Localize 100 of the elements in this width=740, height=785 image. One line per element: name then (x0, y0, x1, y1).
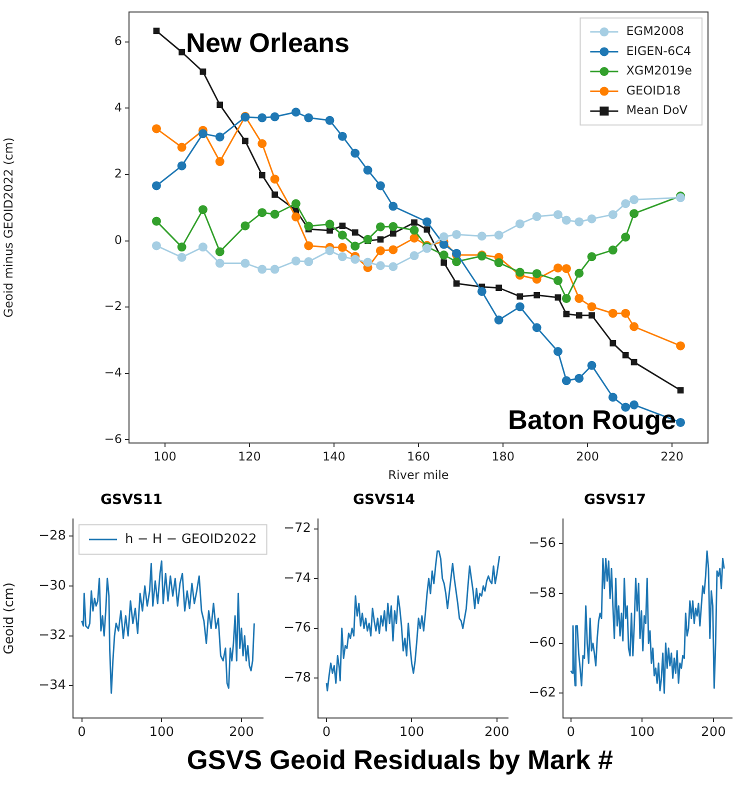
point (562, 376, 571, 386)
x-tick-label: 120 (238, 449, 261, 464)
point (152, 241, 161, 250)
x-tick-label: 200 (484, 725, 510, 740)
point (562, 294, 571, 303)
point (534, 292, 540, 298)
point (215, 132, 224, 142)
point (553, 210, 562, 220)
point (532, 269, 542, 278)
point (621, 308, 630, 318)
point (410, 234, 419, 243)
point (198, 129, 208, 138)
point (608, 246, 618, 255)
point (588, 312, 595, 319)
point (216, 102, 224, 108)
point (439, 240, 448, 249)
y-tick-label: −6 (104, 432, 122, 446)
y-tick-label: −72 (284, 521, 311, 536)
legend-label: EGM2008 (626, 24, 684, 38)
point (608, 392, 618, 402)
point (325, 116, 334, 125)
x-tick-label: 100 (399, 725, 424, 740)
point (291, 212, 300, 222)
x-tick-label: 0 (322, 725, 331, 740)
y-tick-label: −32 (38, 628, 66, 644)
point (339, 222, 346, 230)
point (388, 245, 398, 254)
x-tick-label: 100 (630, 725, 655, 740)
point (410, 226, 419, 235)
point (177, 161, 186, 170)
chart-title: GSVS17 (584, 492, 646, 508)
point (153, 28, 160, 34)
x-tick-label: 100 (153, 449, 176, 464)
point (410, 251, 419, 260)
x-tick-label: 220 (660, 449, 684, 464)
point (608, 210, 618, 220)
y-tick-label: −74 (284, 570, 311, 586)
point (532, 212, 542, 222)
point (152, 216, 161, 226)
point (610, 340, 616, 346)
y-tick-label: −2 (104, 299, 122, 314)
point (363, 258, 372, 267)
point (516, 293, 524, 300)
point (376, 222, 385, 232)
legend-label: h − H − GEOID2022 (125, 532, 257, 547)
point (440, 259, 448, 266)
point (563, 310, 570, 318)
point (562, 264, 571, 274)
x-tick-label: 200 (576, 449, 600, 464)
point (200, 68, 206, 75)
point (291, 199, 300, 208)
x-tick-label: 100 (149, 725, 174, 740)
point (325, 246, 334, 256)
point (494, 316, 504, 324)
point (630, 322, 639, 332)
x-tick-label: 160 (407, 449, 430, 464)
y-axis-title: Geoid minus GEOID2022 (cm) (1, 137, 16, 318)
y-tick-label: −30 (38, 578, 66, 594)
point (258, 139, 267, 148)
text: GSVS Geoid Residuals by Mark # (186, 745, 614, 776)
point (304, 113, 314, 122)
point (240, 221, 250, 230)
x-tick-label: 0 (566, 725, 575, 740)
point (496, 284, 502, 292)
point (215, 258, 224, 268)
y-tick-label: 4 (114, 100, 122, 114)
y-tick-label: −28 (38, 528, 66, 544)
chart-title: GSVS11 (100, 492, 162, 508)
y-tick-label: −76 (284, 620, 311, 636)
point (553, 263, 562, 272)
point (630, 209, 639, 218)
point (630, 400, 639, 410)
point (363, 234, 372, 244)
point (258, 113, 267, 122)
x-tick-label: 200 (229, 725, 254, 740)
point (258, 264, 267, 274)
point (291, 108, 300, 117)
point (215, 157, 224, 166)
point (630, 195, 639, 204)
point (270, 174, 280, 184)
y-tick-label: −56 (528, 536, 556, 552)
point (622, 352, 629, 358)
point (494, 258, 504, 268)
point (258, 172, 266, 178)
point (676, 418, 686, 427)
point (242, 138, 248, 144)
point (270, 264, 280, 274)
point (178, 48, 186, 56)
legend-label: EIGEN-6C4 (626, 44, 692, 58)
point (304, 222, 314, 231)
point (388, 222, 398, 232)
point (270, 210, 280, 219)
point (422, 217, 432, 226)
x-tick-label: 180 (492, 449, 514, 464)
point (270, 112, 280, 122)
point (198, 242, 208, 252)
point (477, 286, 486, 296)
point (532, 323, 542, 332)
legend-label: Mean DoV (626, 103, 688, 118)
point (177, 142, 186, 152)
